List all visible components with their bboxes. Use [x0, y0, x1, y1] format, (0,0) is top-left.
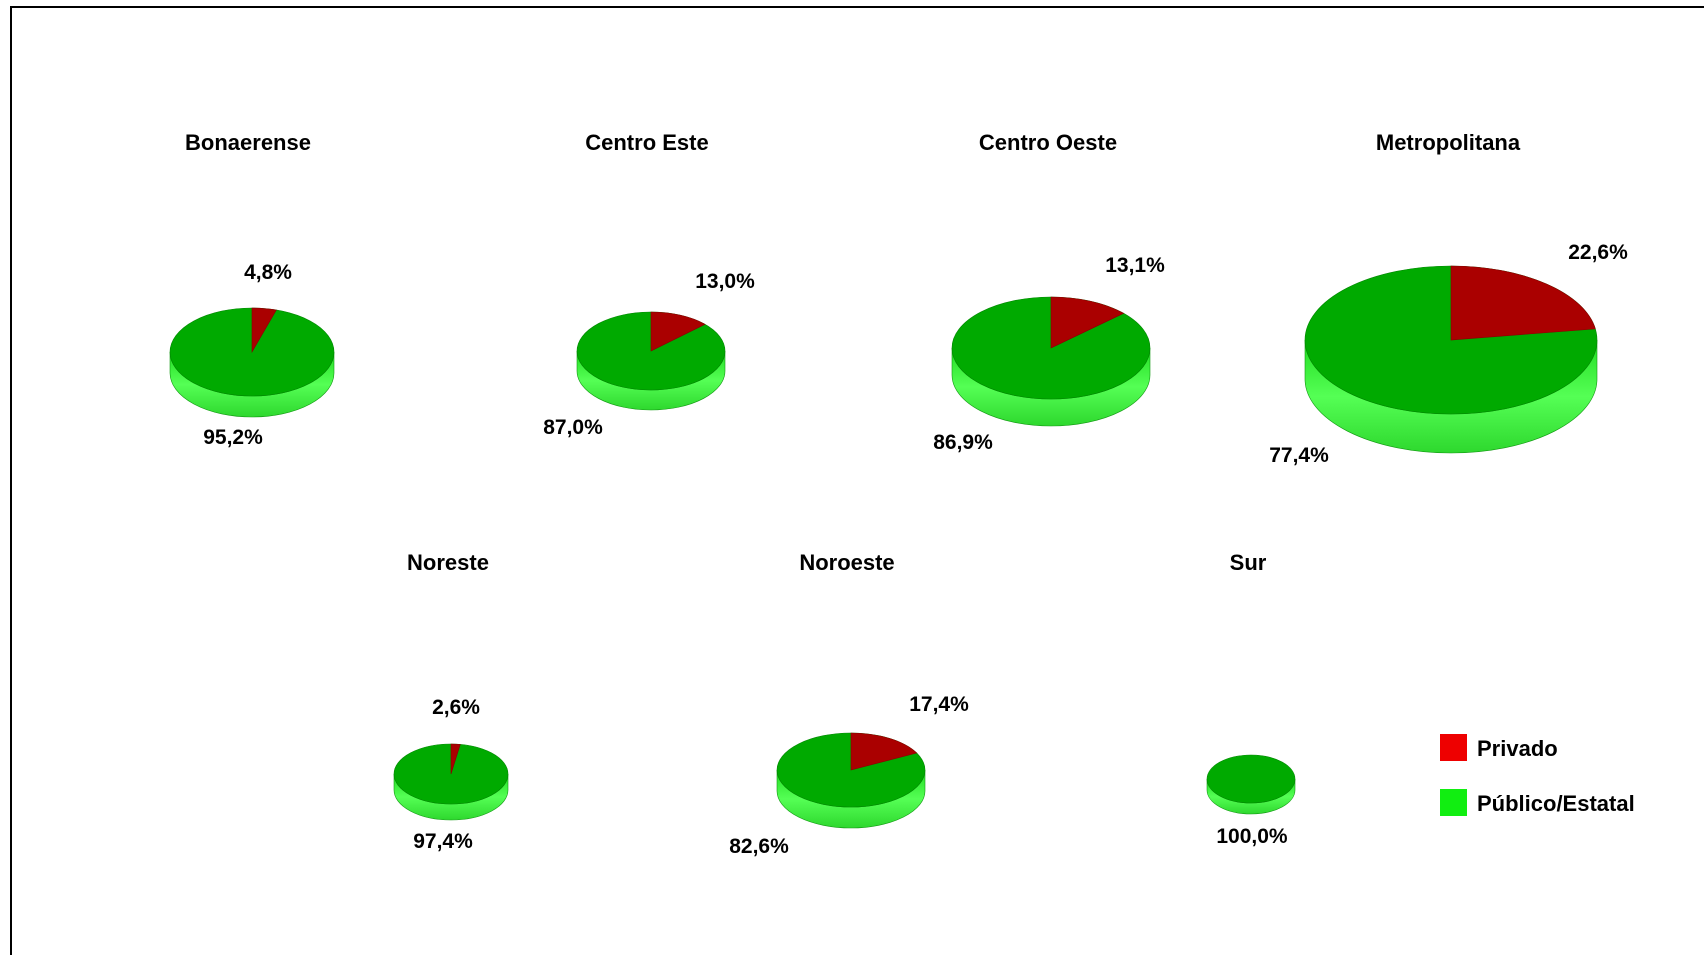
label-privado: 4,8% [244, 261, 292, 284]
pie-title: Metropolitana [1376, 130, 1521, 155]
chart-frame [10, 6, 1704, 955]
legend-swatch [1440, 734, 1467, 761]
slice-privado [850, 732, 918, 771]
slice-publico [1206, 754, 1296, 804]
slice-privado [1450, 265, 1596, 341]
label-privado: 2,6% [432, 696, 480, 719]
slice-privado [251, 307, 277, 354]
label-publico: 100,0% [1216, 825, 1288, 848]
label-privado: 13,1% [1105, 254, 1165, 277]
legend: Privado Público/Estatal [1440, 734, 1635, 816]
label-publico: 77,4% [1269, 444, 1329, 467]
legend-label: Público/Estatal [1477, 791, 1635, 816]
label-publico: 87,0% [543, 416, 603, 439]
label-privado: 17,4% [909, 693, 969, 716]
pie-metropolitana: Metropolitana 22,6% 77,4% [1269, 130, 1628, 467]
slice-privado [1050, 296, 1125, 349]
pie-title: Noreste [407, 550, 489, 575]
pie-centro-este: Centro Este 13,0% 87,0% [543, 130, 755, 439]
label-privado: 22,6% [1568, 241, 1628, 264]
pie-title: Centro Oeste [979, 130, 1117, 155]
legend-swatch [1440, 789, 1467, 816]
pie-title: Noroeste [799, 550, 894, 575]
pie-title: Sur [1230, 550, 1267, 575]
pie-title: Centro Este [585, 130, 708, 155]
pie-sur: Sur 100,0% [1206, 550, 1296, 848]
legend-label: Privado [1477, 736, 1558, 761]
pie-noreste: Noreste 2,6% 97,4% [393, 550, 509, 853]
pie-noroeste: Noroeste 17,4% 82,6% [729, 550, 969, 858]
label-publico: 95,2% [203, 426, 263, 449]
pie-centro-oeste: Centro Oeste 13,1% 86,9% [933, 130, 1165, 454]
pie-bonaerense: Bonaerense 4,8% 95,2% [169, 130, 335, 449]
slice-privado [650, 311, 706, 352]
slice-privado [450, 743, 461, 775]
label-publico: 86,9% [933, 431, 993, 454]
label-publico: 82,6% [729, 835, 789, 858]
label-publico: 97,4% [413, 830, 473, 853]
pie-title: Bonaerense [185, 130, 311, 155]
label-privado: 13,0% [695, 270, 755, 293]
